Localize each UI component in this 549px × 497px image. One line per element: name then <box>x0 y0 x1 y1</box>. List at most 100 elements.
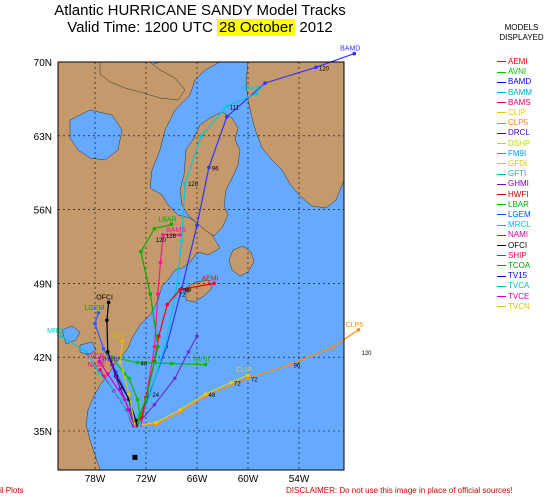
track-point <box>161 233 165 237</box>
land-baffin-island <box>99 62 186 101</box>
legend-item-aemi: AEMI <box>497 57 528 66</box>
legend-swatch <box>497 132 506 134</box>
legend-label: CLIP <box>508 108 526 117</box>
legend-item-dshp: DSHP <box>497 139 530 148</box>
track-end-label: BAMM <box>242 86 263 93</box>
valid-time-line: Valid Time: 1200 UTC 28 October 2012 <box>0 19 400 36</box>
track-point <box>144 397 148 402</box>
tau-label: 120 <box>156 238 167 244</box>
track-point <box>148 292 153 296</box>
legend-item-lgem: LGEM <box>497 210 531 219</box>
track-point <box>263 81 267 85</box>
legend-label: MRCL <box>508 220 531 230</box>
track-point <box>178 408 182 412</box>
legend-heading-1: MODELS <box>504 23 539 32</box>
tau-label: 96 <box>294 364 301 370</box>
track-end-label: AVNI <box>194 357 210 364</box>
track-tvce: TVCE <box>86 353 136 426</box>
legend-item-fm9i: FM9I <box>497 149 526 158</box>
track-point <box>203 392 208 396</box>
axis-labels: 70N 63N 56N 49N 42N 35N 78W 72W 66W 60W 54W <box>34 58 310 485</box>
legend-item-tvce: TVCE <box>497 292 529 301</box>
legend-swatch <box>497 91 506 93</box>
legend-swatch <box>497 255 506 257</box>
legend-item-tv15: TV15 <box>497 271 527 280</box>
legend-label: CLP5 <box>508 118 529 128</box>
track-end-label: CLP5 <box>346 322 364 329</box>
track-avni: 48 AVNI <box>110 355 210 426</box>
track-point <box>118 397 123 402</box>
valid-time-date: 28 October <box>217 19 296 36</box>
track-end-label: NAMI <box>87 362 105 369</box>
track-point <box>113 374 118 378</box>
storm-position-marker <box>132 454 138 460</box>
track-point <box>254 91 259 96</box>
legend-swatch <box>497 81 506 83</box>
track-point <box>156 292 160 296</box>
legend-label: SHIP <box>508 250 527 260</box>
track-point <box>105 372 110 376</box>
legend-label: TVCA <box>508 281 530 291</box>
track-point <box>127 392 131 396</box>
tau-label: 48 <box>141 361 148 367</box>
legend-swatch <box>497 61 506 63</box>
legend-label: LGEM <box>508 210 531 219</box>
track-end-label: BAMS <box>166 227 186 234</box>
legend-swatch <box>497 71 506 73</box>
tau-label: 48 <box>209 393 216 399</box>
track-point <box>96 311 101 315</box>
legend-label: TVCN <box>508 301 530 311</box>
legend-label: BAMS <box>508 97 531 107</box>
tau-label: 72 <box>179 293 186 299</box>
track-end-label: AEMI <box>201 275 218 282</box>
track-point <box>288 362 293 367</box>
track-mrcl: MRCL <box>47 328 135 426</box>
lon-label: 72W <box>136 474 157 485</box>
lat-label: 70N <box>34 58 52 69</box>
track-point <box>118 387 123 391</box>
track-point <box>156 344 160 349</box>
legend-label: GFDI <box>508 159 528 168</box>
legend-heading-2: DISPLAYED <box>499 33 544 42</box>
map-title: Atlantic HURRICANE SANDY Model Tracks <box>0 2 400 19</box>
legend-swatch <box>497 224 506 226</box>
legend-item-clp5: CLP5 <box>497 118 528 127</box>
track-point <box>127 376 131 381</box>
track-point <box>101 346 106 351</box>
tau-label: 120 <box>188 182 199 188</box>
legend-label: LBAR <box>508 199 529 209</box>
track-end-label: BAMD <box>340 46 360 53</box>
track-line <box>135 282 215 429</box>
legend-swatch <box>497 204 506 206</box>
lon-label: 78W <box>85 474 106 485</box>
title-line1: Atlantic HURRICANE SANDY Model Tracks <box>54 2 346 19</box>
track-point <box>356 327 361 332</box>
legend-item-mrcl: MRCL <box>497 220 531 229</box>
track-point <box>203 362 208 367</box>
legend-swatch <box>497 122 506 124</box>
track-point <box>158 260 163 265</box>
legend-item-gfdi: GFDI <box>497 159 527 168</box>
track-point <box>135 360 140 365</box>
legend-swatch <box>497 112 506 114</box>
track-point <box>105 350 110 354</box>
great-lakes <box>61 325 97 356</box>
legend-swatch <box>497 173 506 175</box>
track-point <box>352 51 357 56</box>
track-point <box>152 402 157 407</box>
legend-swatch <box>497 153 506 155</box>
lon-label: 60W <box>238 474 259 485</box>
track-point <box>224 104 229 109</box>
track-point <box>122 397 127 402</box>
legend-item-gfti: GFTI <box>497 169 526 178</box>
track-point <box>207 165 211 170</box>
legend-swatch <box>497 193 506 195</box>
legend-swatch <box>497 275 506 277</box>
legend-label: OFCI <box>508 240 528 250</box>
lat-label: 35N <box>34 427 52 438</box>
footer-left: il Plots <box>0 486 24 495</box>
track-point <box>93 321 97 326</box>
track-end-label: CLIP <box>236 367 252 374</box>
legend-label: BAMM <box>508 87 532 97</box>
legend-label: DRCL <box>508 128 530 138</box>
